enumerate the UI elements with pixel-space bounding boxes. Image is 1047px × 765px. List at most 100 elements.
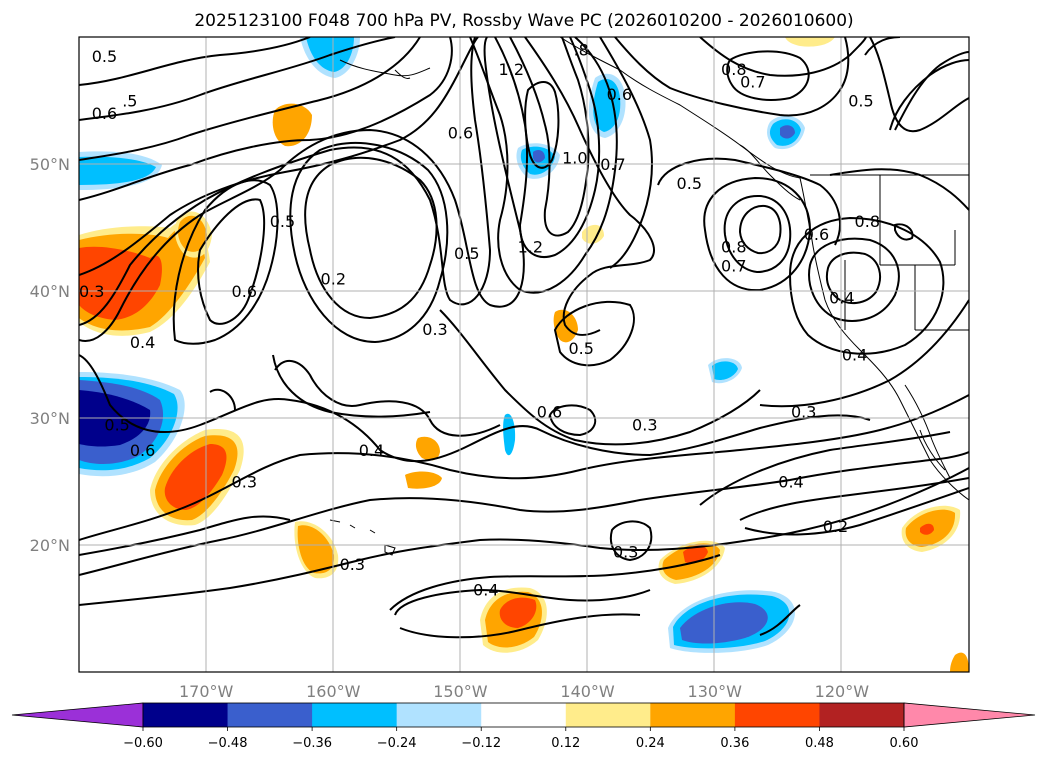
contour-line xyxy=(79,515,291,556)
anomaly-positive xyxy=(405,471,442,489)
colorbar-segment xyxy=(565,703,651,727)
alaska-coast xyxy=(339,37,801,179)
contour-line xyxy=(172,179,279,345)
contour-line xyxy=(79,451,969,576)
baja-coast xyxy=(904,384,951,479)
contour-label: .5 xyxy=(122,92,137,111)
contour-label: 0.3 xyxy=(422,320,447,339)
contour-line xyxy=(289,141,449,344)
anomaly-negative xyxy=(712,361,738,380)
colorbar-tick-label: 0.48 xyxy=(805,736,834,751)
bc-coast xyxy=(739,144,801,201)
colorbar-tick-label: 0.60 xyxy=(890,736,919,751)
contour-line xyxy=(699,37,867,77)
contour-line xyxy=(304,156,438,320)
contour-label: 0.3 xyxy=(232,473,257,492)
contour-label: 0.3 xyxy=(613,542,638,561)
hawaii xyxy=(329,519,396,556)
contour-line xyxy=(399,613,641,639)
contour-line xyxy=(759,604,801,636)
contour-label: 0.6 xyxy=(537,403,562,422)
pv-contours xyxy=(79,37,969,639)
contour-line xyxy=(79,354,871,463)
contour-line xyxy=(726,50,810,101)
us-west-coast xyxy=(799,177,969,501)
contour-line xyxy=(614,37,850,117)
colorbar-tick-label: −0.48 xyxy=(208,736,248,751)
contour-line xyxy=(79,37,492,326)
contour-label: 0.8 xyxy=(721,238,746,257)
x-tick-label: 150°W xyxy=(433,682,488,701)
contour-label: 1.0 xyxy=(562,149,587,168)
contour-line xyxy=(788,216,945,355)
x-tick-label: 140°W xyxy=(560,682,615,701)
colorbar: −0.60 −0.48 −0.36 −0.24 −0.12 0.12 0.24 0.36 0.4… xyxy=(11,702,1036,751)
contour-label: 0.2 xyxy=(823,517,848,536)
contour-label: 0.2 xyxy=(321,269,346,288)
colorbar-segment xyxy=(312,703,398,727)
contour-label: 0.4 xyxy=(842,346,867,365)
contour-label: 0.4 xyxy=(359,441,384,460)
colorbar-frame xyxy=(142,702,905,728)
colorbar-extend-low xyxy=(11,702,144,728)
coastlines xyxy=(329,37,969,556)
contour-label: 0.3 xyxy=(79,282,104,301)
anomaly-negative xyxy=(503,413,516,456)
contour-label: 1.2 xyxy=(518,238,543,257)
contour-line xyxy=(739,477,969,521)
contour-line xyxy=(79,394,969,541)
contour-line xyxy=(79,37,396,121)
contour-line xyxy=(610,520,653,562)
x-axis: 170°W 160°W 150°W 140°W 130°W 120°W xyxy=(179,682,869,701)
contour-label: 0.4 xyxy=(130,333,155,352)
contour-label: 0.3 xyxy=(632,415,657,434)
y-tick-label: 20°N xyxy=(30,536,70,555)
anomaly-positive xyxy=(950,652,969,672)
contour-line xyxy=(79,37,453,201)
contour-label: 0.8 xyxy=(855,212,880,231)
contour-line xyxy=(274,360,501,437)
contour-label: 0.5 xyxy=(454,244,479,263)
colorbar-tick-label: −0.12 xyxy=(461,736,501,751)
y-tick-label: 30°N xyxy=(30,409,70,428)
x-tick-label: 130°W xyxy=(688,682,743,701)
y-tick-label: 50°N xyxy=(30,155,70,174)
contour-line xyxy=(599,37,653,269)
contour-line xyxy=(79,37,525,342)
anomaly-positive xyxy=(785,37,835,47)
anomaly-positive xyxy=(920,523,934,535)
colorbar-segment xyxy=(143,703,229,727)
contour-line xyxy=(272,354,431,418)
contour-label: 0.5 xyxy=(270,212,295,231)
contour-line xyxy=(79,37,421,161)
colorbar-tick-label: 0.12 xyxy=(551,736,580,751)
contour-label: 0.5 xyxy=(677,174,702,193)
anomaly-positive xyxy=(683,545,708,564)
colorbar-extend-high xyxy=(903,702,1036,728)
colorbar-tick-label: −0.60 xyxy=(123,736,163,751)
anomaly-positive xyxy=(297,525,335,574)
contour-label: 0.5 xyxy=(104,415,129,434)
colorbar-tick-label: −0.36 xyxy=(292,736,332,751)
contour-line xyxy=(79,37,311,86)
colorbar-tick-label: 0.24 xyxy=(636,736,665,751)
contour-label: 0.5 xyxy=(568,339,593,358)
contour-label: 0.4 xyxy=(829,288,854,307)
colorbar-segment xyxy=(650,703,736,727)
contour-label: 1.2 xyxy=(499,60,524,79)
gridlines xyxy=(79,37,969,672)
anomaly-negative xyxy=(533,150,545,163)
contour-line xyxy=(209,388,236,411)
colorbar-segment xyxy=(734,703,820,727)
colorbar-segment xyxy=(227,703,313,727)
contour-labels: 0.50.6.50.50.60.20.30.40.50.60.30.40.30.… xyxy=(79,41,880,600)
colorbar-segment xyxy=(819,703,905,727)
contour-label: 0.6 xyxy=(130,441,155,460)
y-tick-label: 40°N xyxy=(30,282,70,301)
contour-label: 0.5 xyxy=(848,92,873,111)
anomaly-negative xyxy=(780,125,795,139)
contour-label: 0.3 xyxy=(340,555,365,574)
contour-line xyxy=(524,37,655,336)
contour-label: 0.3 xyxy=(791,403,816,422)
contour-line xyxy=(389,554,721,611)
